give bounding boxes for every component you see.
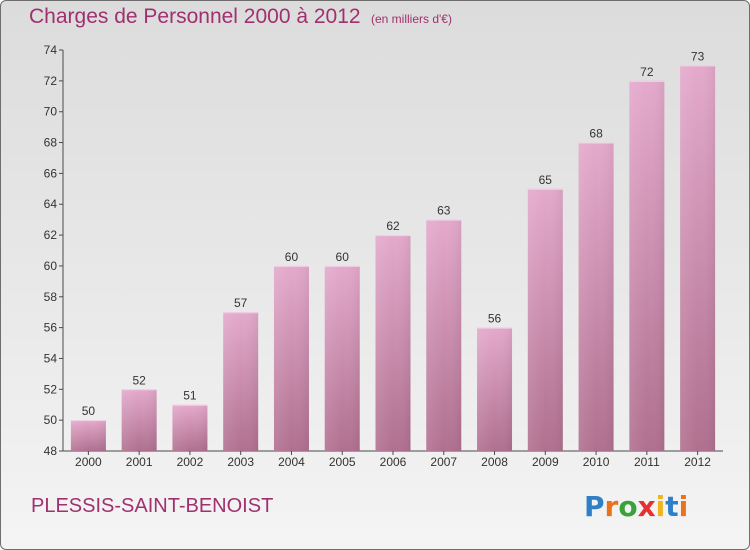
bar-shading	[629, 80, 665, 451]
y-tick-label: 50	[44, 413, 58, 427]
proxiti-logo[interactable]: Proxiti	[584, 490, 689, 523]
bar-shading	[375, 235, 411, 451]
bar-shading	[527, 188, 563, 452]
y-tick-label: 72	[44, 74, 58, 88]
x-tick-label: 2010	[583, 455, 610, 469]
bar-2005	[324, 265, 360, 451]
bar-2007	[426, 219, 462, 451]
chart-title: Charges de Personnel 2000 à 2012	[29, 5, 361, 28]
data-label: 57	[234, 296, 248, 310]
x-tick-label: 2009	[532, 455, 559, 469]
bar-2002	[172, 404, 208, 451]
data-label: 51	[183, 389, 197, 403]
bar-shading	[680, 65, 716, 451]
y-tick-label: 52	[44, 382, 58, 396]
y-tick-label: 56	[44, 321, 58, 335]
bar-2010	[578, 142, 614, 452]
chart-bars	[70, 65, 716, 452]
bar-2003	[223, 312, 259, 451]
y-tick-label: 58	[44, 290, 58, 304]
data-label: 56	[488, 312, 502, 326]
chart-data-labels: 50 52 51 57 60 60 62 63 56 65 68 72 73	[82, 49, 705, 418]
bar-2012	[680, 65, 716, 451]
data-label: 65	[539, 173, 553, 187]
data-label: 52	[132, 373, 146, 387]
x-tick-label: 2011	[634, 455, 660, 469]
y-tick-label: 68	[44, 136, 58, 150]
y-tick-label: 60	[44, 259, 58, 273]
x-tick-label: 2004	[278, 455, 305, 469]
bar-shading	[223, 312, 259, 451]
bar-shading	[273, 265, 309, 451]
x-tick-label: 2001	[126, 455, 153, 469]
bar-shading	[426, 219, 462, 451]
bar-2001	[121, 389, 157, 451]
x-tick-label: 2003	[227, 455, 254, 469]
bar-2004	[273, 265, 309, 451]
x-tick-label: 2002	[177, 455, 204, 469]
y-tick-label: 70	[44, 105, 58, 119]
y-tick-label: 74	[44, 43, 58, 57]
y-tick-label: 64	[44, 197, 58, 211]
bar-2009	[527, 188, 563, 452]
y-tick-label: 54	[44, 351, 58, 365]
data-label: 72	[640, 65, 654, 79]
y-tick-label: 48	[44, 444, 58, 458]
bar-shading	[477, 327, 513, 451]
bar-shading	[578, 142, 614, 452]
x-tick-label: 2007	[430, 455, 457, 469]
x-tick-label: 2006	[380, 455, 407, 469]
data-label: 60	[336, 250, 350, 264]
commune-name: PLESSIS-SAINT-BENOIST	[31, 495, 274, 517]
data-label: 62	[386, 219, 400, 233]
data-label: 73	[691, 49, 705, 63]
y-tick-label: 66	[44, 166, 58, 180]
data-label: 50	[82, 404, 96, 418]
y-tick-label: 62	[44, 228, 58, 242]
bar-2008	[477, 327, 513, 451]
data-label: 68	[589, 127, 603, 141]
x-tick-label: 2005	[329, 455, 356, 469]
x-tick-label: 2000	[75, 455, 102, 469]
x-tick-label: 2012	[684, 455, 711, 469]
bar-shading	[172, 404, 208, 451]
data-label: 60	[285, 250, 299, 264]
bar-2006	[375, 235, 411, 451]
bar-2000	[70, 420, 106, 451]
x-tick-label: 2008	[481, 455, 508, 469]
bar-shading	[70, 420, 106, 451]
bar-2011	[629, 80, 665, 451]
chart-subtitle: (en milliers d'€)	[371, 12, 452, 26]
bar-shading	[121, 389, 157, 451]
data-label: 63	[437, 204, 451, 218]
bar-shading	[324, 265, 360, 451]
